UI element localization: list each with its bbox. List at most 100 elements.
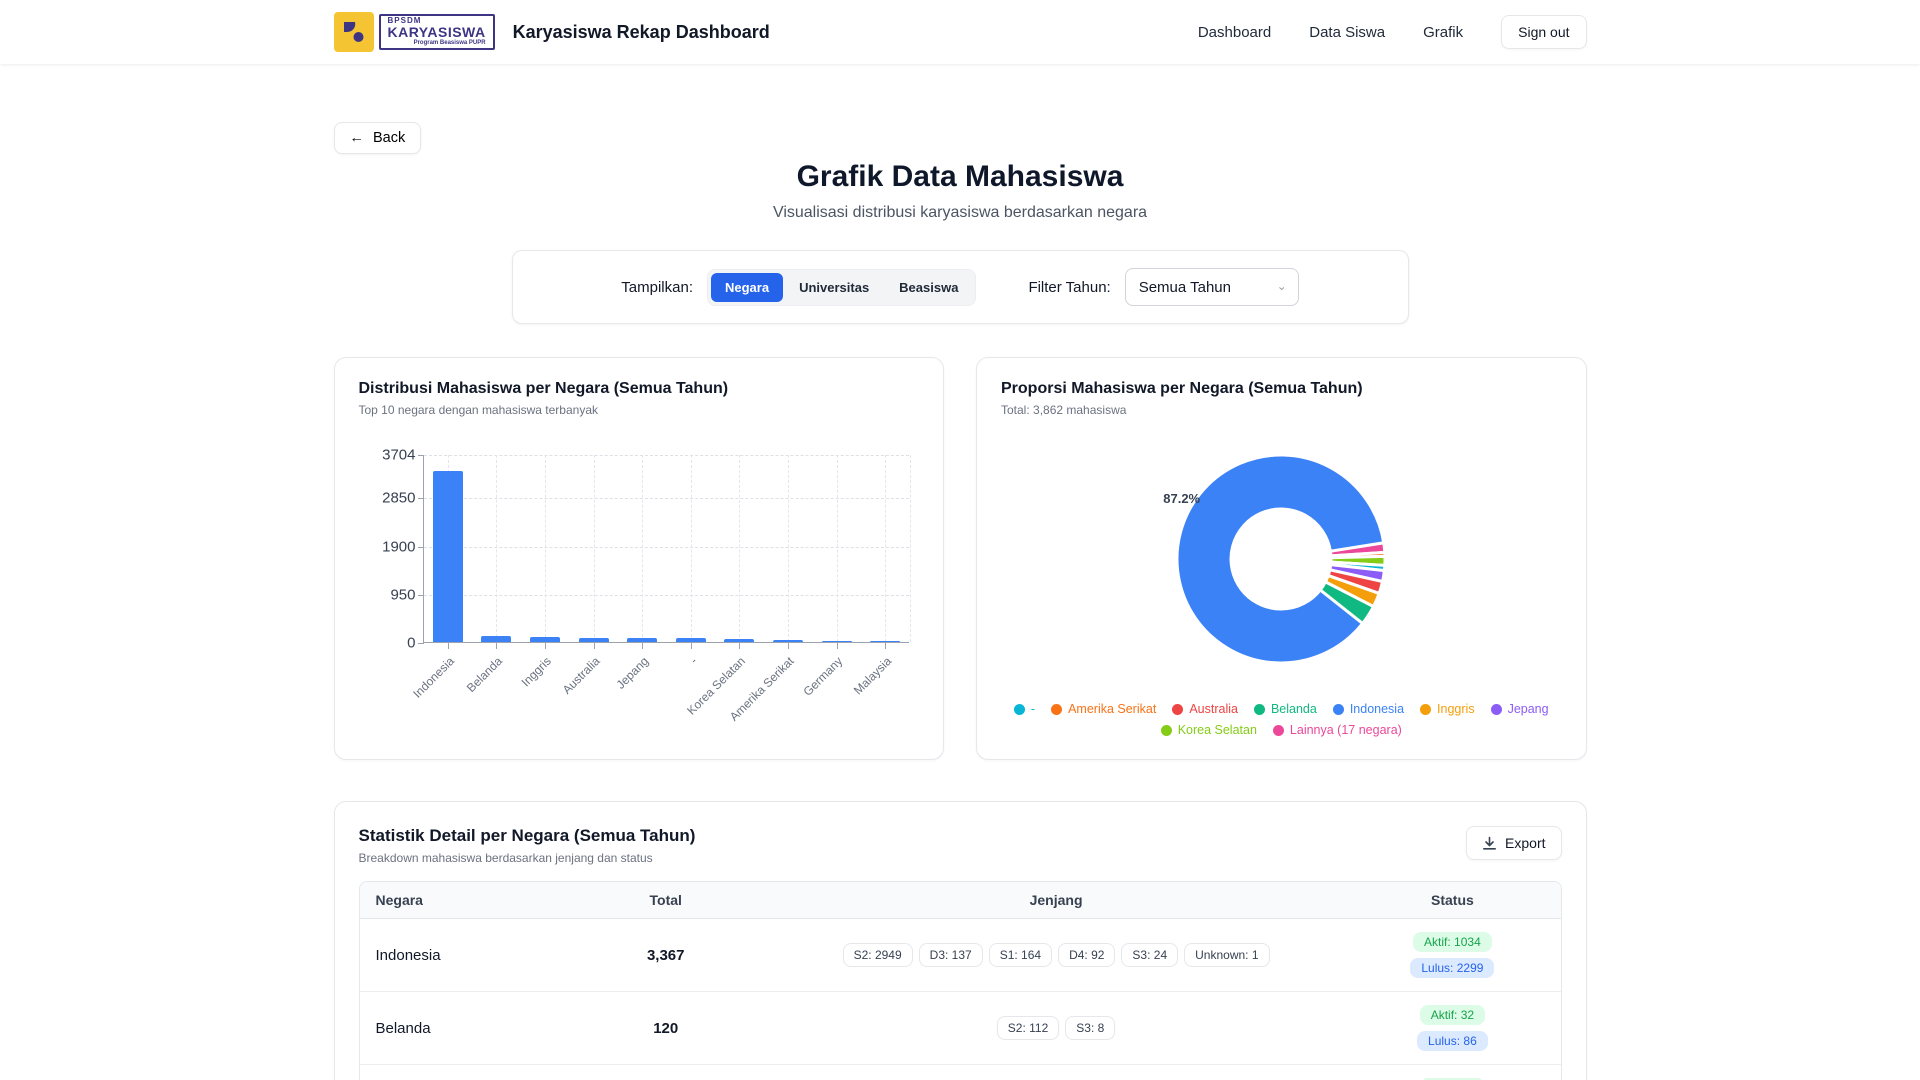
segment-beasiswa[interactable]: Beasiswa — [885, 273, 972, 302]
x-axis-tick — [885, 643, 887, 649]
cell-jenjang — [767, 1064, 1345, 1080]
table-title: Statistik Detail per Negara (Semua Tahun… — [358, 826, 696, 845]
legend-dot-icon — [1160, 724, 1172, 736]
legend-dot-icon — [1490, 703, 1502, 715]
y-axis-label: 0 — [407, 634, 416, 652]
cell-status: Aktif: 32 Lulus: 86 — [1344, 991, 1561, 1065]
col-header-negara: Negara — [359, 882, 564, 919]
x-axis-label: Jepang — [613, 654, 652, 692]
logo-line3: Program Beasiswa PUPR — [413, 39, 486, 46]
bar-chart-subtitle: Top 10 negara dengan mahasiswa terbanyak — [358, 403, 599, 417]
legend-item[interactable]: Australia — [1172, 702, 1238, 716]
jenjang-badge: S2: 112 — [996, 1016, 1060, 1040]
legend-label: Inggris — [1437, 702, 1475, 716]
brand: BPSDM KARYASISWA Program Beasiswa PUPR K… — [333, 12, 770, 52]
nav-link-data-siswa[interactable]: Data Siswa — [1309, 23, 1386, 41]
legend-item[interactable]: Korea Selatan — [1160, 723, 1257, 737]
jenjang-badges: S2: 112 S3: 8 — [784, 1016, 1328, 1040]
jenjang-badge: S3: 24 — [1121, 943, 1179, 967]
jenjang-badge: Unknown: 1 — [1184, 943, 1270, 967]
legend-label: Lainnya (17 negara) — [1289, 723, 1402, 737]
legend-item[interactable]: Amerika Serikat — [1051, 702, 1156, 716]
cell-jenjang: S2: 112 S3: 8 — [767, 991, 1345, 1065]
logo-line1: BPSDM — [387, 15, 422, 25]
y-axis-tick — [417, 498, 424, 500]
nav-links: Dashboard Data Siswa Grafik Sign out — [1198, 15, 1587, 49]
x-axis-label: Australia — [559, 654, 603, 697]
bar-chart: 0 950 1900 2850 3704 Indonesia Belanda Inggris A… — [382, 447, 911, 724]
legend-item[interactable]: Inggris — [1420, 702, 1475, 716]
bar-Malaysia — [870, 641, 901, 642]
app-title: Karyasiswa Rekap Dashboard — [512, 21, 770, 42]
export-button[interactable]: Export — [1466, 826, 1562, 860]
status-badge-aktif: Aktif: 41 — [1419, 1078, 1486, 1080]
v-gridline — [836, 455, 838, 642]
legend-label: Australia — [1189, 702, 1238, 716]
nav-link-dashboard[interactable]: Dashboard — [1197, 23, 1272, 41]
nav-link-grafik[interactable]: Grafik — [1423, 23, 1464, 41]
v-gridline — [496, 455, 498, 642]
x-axis-label: Inggris — [518, 654, 554, 690]
cell-status: Aktif: 41 — [1344, 1064, 1561, 1080]
x-axis-label: Germany — [800, 654, 846, 699]
logo-wordmark: BPSDM KARYASISWA Program Beasiswa PUPR — [378, 13, 495, 51]
legend-item[interactable]: Lainnya (17 negara) — [1272, 723, 1402, 737]
segment-negara[interactable]: Negara — [711, 272, 784, 302]
legend-dot-icon — [1253, 703, 1265, 715]
y-axis-tick — [417, 455, 424, 456]
legend-item[interactable]: Belanda — [1253, 702, 1317, 716]
bar-chart-card: Distribusi Mahasiswa per Negara (Semua T… — [333, 357, 944, 760]
bar-chart-title: Distribusi Mahasiswa per Negara (Semua T… — [358, 380, 729, 397]
page-title: Grafik Data Mahasiswa — [796, 160, 1124, 193]
jenjang-badge: S2: 2949 — [842, 943, 913, 967]
back-arrow-icon: ← — [349, 130, 365, 146]
bar-Germany — [821, 640, 852, 642]
y-axis-tick — [417, 643, 424, 644]
bar-Indonesia — [432, 471, 463, 642]
status-badges: Aktif: 32 Lulus: 86 — [1360, 1005, 1544, 1051]
pie-slice-Indonesia — [1175, 453, 1386, 665]
pie-chart-title: Proporsi Mahasiswa per Negara (Semua Tah… — [1001, 380, 1363, 397]
h-gridline — [423, 546, 909, 548]
segment-universitas[interactable]: Universitas — [785, 273, 883, 302]
status-badge-aktif: Aktif: 1034 — [1413, 932, 1492, 952]
y-axis-tick — [417, 594, 424, 596]
pie-percent-label: 87.2% — [1163, 491, 1201, 506]
export-label: Export — [1505, 835, 1546, 851]
tampilkan-label: Tampilkan: — [621, 278, 693, 296]
bar-Belanda — [481, 635, 512, 642]
year-select-wrap: Semua Tahun ⌄ — [1124, 268, 1299, 306]
jenjang-badges: S2: 2949 D3: 137 S1: 164 D4: 92 S3: 24 Unknow… — [784, 943, 1328, 967]
x-axis-label: - — [686, 654, 700, 667]
x-axis-label: Malaysia — [850, 654, 895, 698]
download-icon — [1483, 836, 1497, 850]
status-badges: Aktif: 41 — [1360, 1078, 1544, 1080]
v-gridline — [739, 455, 741, 642]
pie-chart: 87.2% — [1163, 443, 1397, 680]
legend-item[interactable]: Jepang — [1490, 702, 1549, 716]
back-button[interactable]: ← Back — [333, 122, 422, 154]
bar-Australia — [578, 637, 609, 642]
y-axis-label: 2850 — [382, 489, 416, 507]
cell-status: Aktif: 1034 Lulus: 2299 — [1344, 918, 1561, 992]
bar-Amerika Serikat — [773, 639, 803, 642]
stats-table: Negara Total Jenjang Status Indonesia 3,367 S… — [359, 882, 1561, 1080]
status-badge-lulus: Lulus: 2299 — [1410, 958, 1495, 978]
pie-chart-card: Proporsi Mahasiswa per Negara (Semua Tah… — [976, 357, 1587, 760]
year-select[interactable]: Semua Tahun — [1124, 268, 1299, 306]
table-subtitle: Breakdown mahasiswa berdasarkan jenjang … — [358, 851, 653, 865]
col-header-jenjang: Jenjang — [767, 882, 1345, 919]
legend-item[interactable]: - — [1013, 702, 1035, 716]
legend-dot-icon — [1420, 703, 1432, 715]
bar-Jepang — [627, 637, 658, 642]
pupr-logo-icon — [333, 12, 374, 52]
legend-label: Amerika Serikat — [1068, 702, 1157, 716]
signout-button[interactable]: Sign out — [1501, 15, 1587, 49]
x-axis-tick — [593, 643, 595, 649]
legend-label: Indonesia — [1349, 702, 1405, 716]
legend-dot-icon — [1013, 703, 1025, 715]
jenjang-badge: D3: 137 — [918, 943, 983, 967]
legend-item[interactable]: Indonesia — [1332, 702, 1405, 716]
legend-dot-icon — [1332, 703, 1344, 715]
bar-chart-plot: 0 950 1900 2850 3704 Indonesia Belanda Inggris A… — [382, 447, 911, 724]
